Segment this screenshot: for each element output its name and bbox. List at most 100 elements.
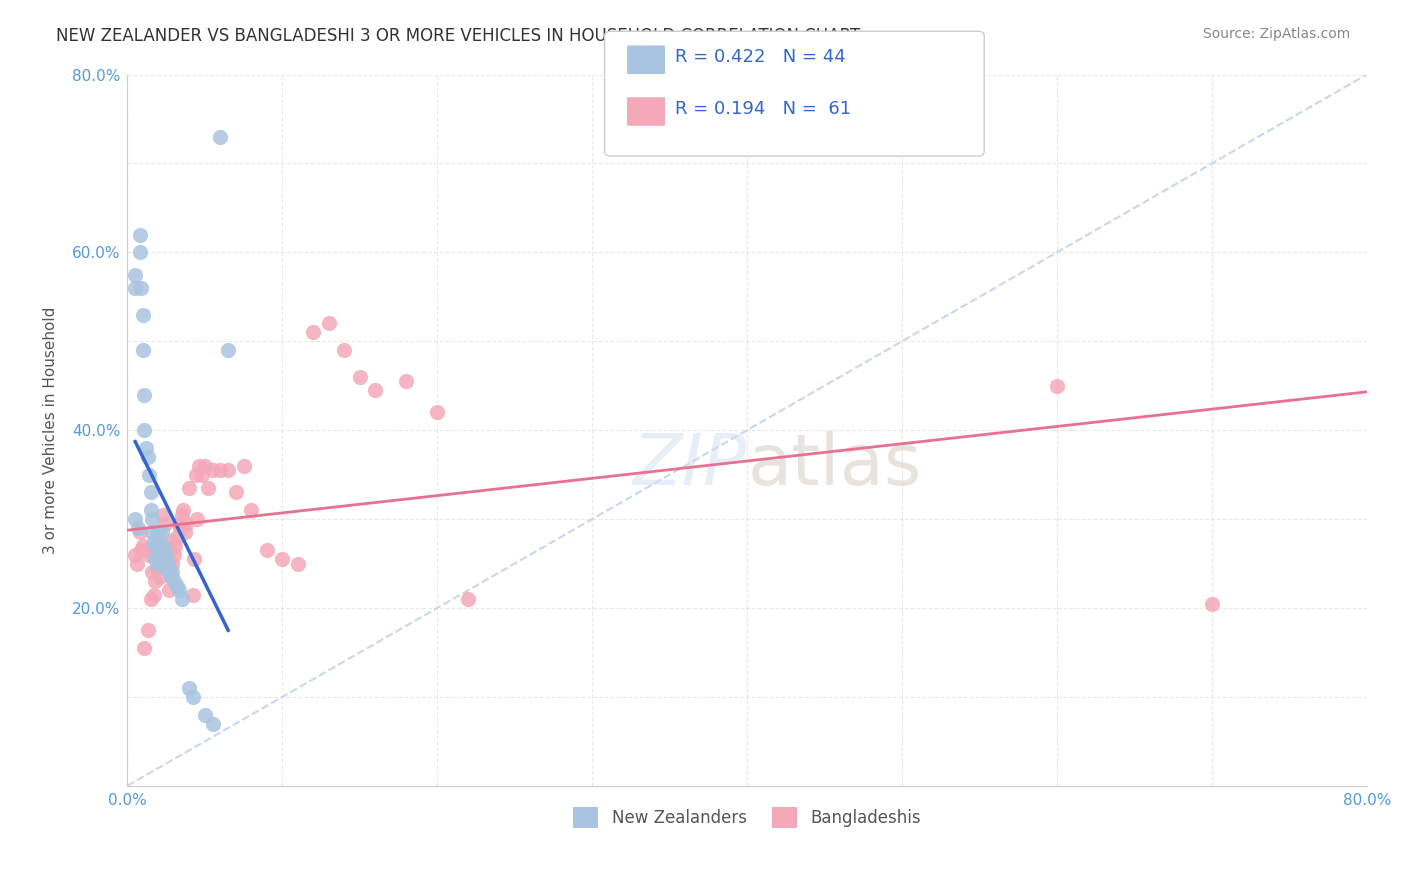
Point [134, 423, 156, 437]
Point [176, 516, 198, 531]
Point [143, 574, 166, 589]
Point [170, 592, 193, 607]
Point [134, 640, 156, 655]
Point [184, 467, 207, 482]
Point [395, 374, 418, 388]
Point [364, 383, 387, 397]
Point [132, 343, 155, 358]
Point [201, 716, 224, 731]
Text: atlas: atlas [747, 431, 921, 500]
Point [318, 317, 340, 331]
Point [139, 592, 162, 607]
Point [194, 458, 217, 473]
Point [209, 463, 232, 477]
Point [131, 543, 153, 558]
Point [142, 588, 165, 602]
Point [170, 508, 193, 522]
Point [143, 552, 166, 566]
Point [132, 308, 155, 322]
Point [128, 245, 150, 260]
Point [131, 281, 153, 295]
Point [149, 557, 172, 571]
Legend: New Zealanders, Bangladeshis: New Zealanders, Bangladeshis [567, 801, 928, 834]
Point [148, 525, 170, 540]
Point [201, 463, 224, 477]
Point [240, 503, 263, 517]
Point [165, 539, 187, 553]
Point [134, 387, 156, 401]
Point [146, 557, 169, 571]
Point [135, 441, 157, 455]
Point [124, 268, 146, 282]
Point [136, 450, 159, 464]
Point [150, 525, 173, 540]
Point [156, 557, 179, 571]
Point [132, 539, 155, 553]
Point [183, 552, 205, 566]
Point [181, 690, 204, 704]
Point [124, 512, 146, 526]
Point [172, 503, 194, 517]
Point [128, 227, 150, 242]
Point [138, 548, 160, 562]
Point [124, 281, 146, 295]
Point [217, 463, 239, 477]
Point [142, 534, 165, 549]
Point [163, 548, 186, 562]
Point [173, 525, 195, 540]
Point [148, 539, 170, 553]
Point [457, 592, 479, 607]
Point [127, 521, 149, 535]
Point [160, 534, 183, 549]
Point [152, 508, 174, 522]
Point [271, 552, 294, 566]
Point [162, 566, 184, 580]
Text: R = 0.194   N =  61: R = 0.194 N = 61 [675, 100, 851, 118]
Point [141, 525, 163, 540]
Point [155, 548, 177, 562]
Point [169, 521, 191, 535]
Point [287, 557, 309, 571]
Point [166, 579, 188, 593]
Point [163, 574, 186, 589]
Point [181, 588, 204, 602]
Point [167, 583, 190, 598]
Point [256, 543, 278, 558]
Point [191, 467, 214, 482]
Point [209, 129, 232, 144]
Point [302, 326, 325, 340]
Text: Source: ZipAtlas.com: Source: ZipAtlas.com [1202, 27, 1350, 41]
Point [217, 343, 239, 358]
Point [179, 681, 201, 695]
Point [150, 552, 173, 566]
Point [139, 503, 162, 517]
Text: NEW ZEALANDER VS BANGLADESHI 3 OR MORE VEHICLES IN HOUSEHOLD CORRELATION CHART: NEW ZEALANDER VS BANGLADESHI 3 OR MORE V… [56, 27, 860, 45]
Point [349, 369, 371, 384]
Point [136, 623, 159, 637]
Point [1046, 378, 1069, 392]
Point [155, 561, 177, 575]
Point [143, 539, 166, 553]
Point [426, 405, 449, 419]
Point [155, 543, 177, 558]
Point [152, 539, 174, 553]
Point [125, 557, 148, 571]
Point [225, 485, 247, 500]
Text: R = 0.422   N = 44: R = 0.422 N = 44 [675, 48, 845, 66]
Y-axis label: 3 or more Vehicles in Household: 3 or more Vehicles in Household [44, 307, 58, 554]
Point [139, 485, 162, 500]
Point [167, 516, 190, 531]
Point [187, 458, 209, 473]
Point [153, 516, 176, 531]
Point [1201, 597, 1223, 611]
Point [124, 548, 146, 562]
Point [197, 481, 219, 495]
Point [156, 552, 179, 566]
Point [157, 583, 180, 598]
Point [146, 561, 169, 575]
Point [157, 566, 180, 580]
Point [194, 707, 217, 722]
Point [333, 343, 356, 358]
Point [179, 481, 201, 495]
Point [160, 570, 183, 584]
